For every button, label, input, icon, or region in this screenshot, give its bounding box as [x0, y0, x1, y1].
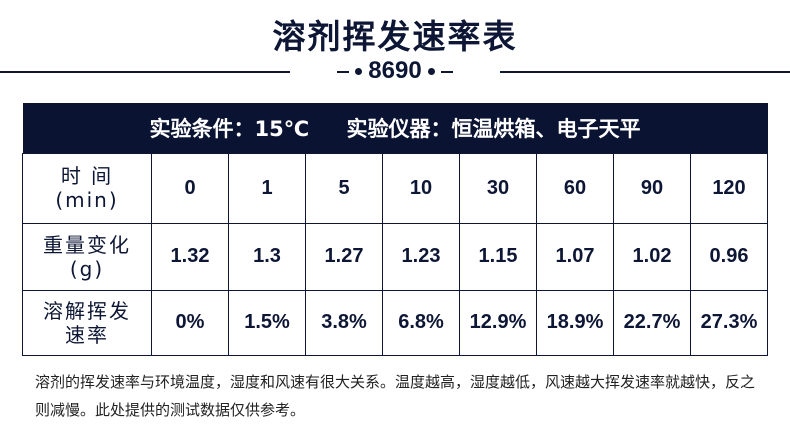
table-cell: 1.02	[613, 222, 691, 291]
data-table: 实验条件：15℃ 实验仪器：恒温烘箱、电子天平 时 间 (min) 0 1 5 10 30 6…	[22, 103, 768, 356]
table-cell: 10	[382, 152, 460, 224]
table-cell: 60	[536, 152, 614, 224]
table-cell: 1.27	[305, 222, 383, 291]
divider-right	[500, 71, 790, 73]
table-cell: 90	[613, 152, 691, 224]
table-row: 时 间 (min) 0 1 5 10 30 60 90 120	[22, 152, 768, 224]
table-cell: 0%	[151, 289, 229, 356]
table-row: 溶解挥发 速率 0% 1.5% 3.8% 6.8% 12.9% 18.9% 22.7% 27.3%	[22, 289, 768, 356]
table-row: 重量变化 (g) 1.32 1.3 1.27 1.23 1.15 1.07 1.02 0.96	[22, 222, 768, 291]
table-cell: 1.23	[382, 222, 460, 291]
table-cell: 1.32	[151, 222, 229, 291]
code-number: 8690	[368, 57, 422, 84]
divider-left	[0, 71, 290, 73]
table-cell: 0.96	[690, 222, 768, 291]
table-cell: 30	[459, 152, 537, 224]
condition-text: 实验条件：15℃	[149, 116, 310, 141]
note-text: 溶剂的挥发速率与环境温度，湿度和风速有很大关系。温度越高，湿度越低，风速越大挥发…	[35, 373, 756, 419]
instrument-text: 实验仪器：恒温烘箱、电子天平	[346, 116, 641, 141]
row-label: 时 间 (min)	[22, 152, 152, 224]
table-cell: 120	[690, 152, 768, 224]
table-cell: 3.8%	[305, 289, 383, 356]
table-cell: 6.8%	[382, 289, 460, 356]
table-header: 实验条件：15℃ 实验仪器：恒温烘箱、电子天平	[22, 103, 768, 153]
row-label: 溶解挥发 速率	[22, 289, 152, 356]
code-label: 8690	[320, 57, 470, 85]
table-cell: 0	[151, 152, 229, 224]
table-cell: 12.9%	[459, 289, 537, 356]
table-cell: 1.5%	[228, 289, 306, 356]
page-title: 溶剂挥发速率表	[272, 17, 518, 56]
table-cell: 5	[305, 152, 383, 224]
table-cell: 18.9%	[536, 289, 614, 356]
table-cell: 1	[228, 152, 306, 224]
table-cell: 1.15	[459, 222, 537, 291]
table-cell: 1.07	[536, 222, 614, 291]
table-cell: 22.7%	[613, 289, 691, 356]
table-cell: 1.3	[228, 222, 306, 291]
table-cell: 27.3%	[690, 289, 768, 356]
row-label: 重量变化 (g)	[22, 222, 152, 291]
